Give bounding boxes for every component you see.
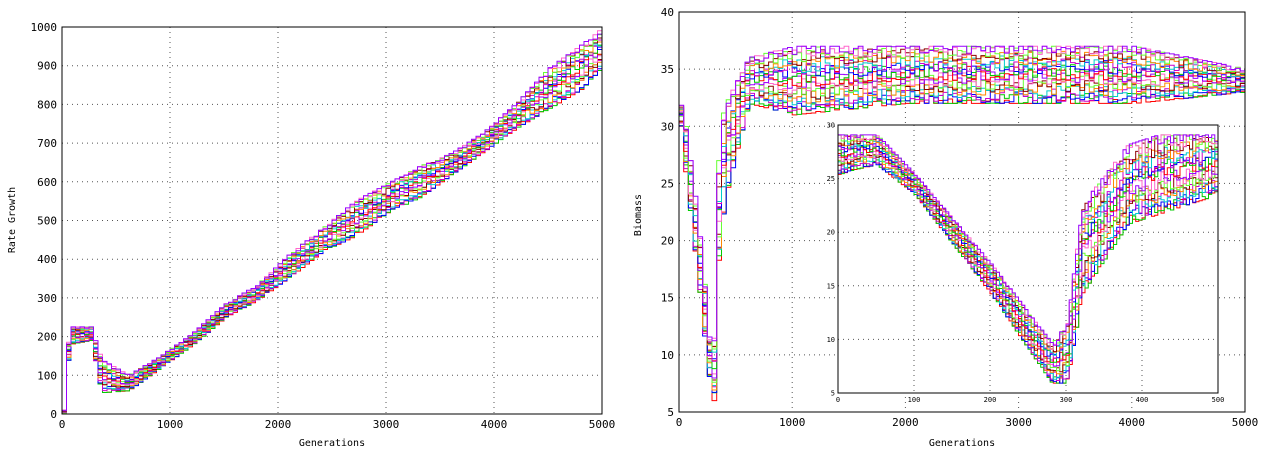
y-axis-label: Rate Growth (7, 187, 18, 253)
x-tick-label: 1000 (779, 416, 806, 429)
y-tick-label: 900 (37, 60, 57, 73)
y-tick-label: 15 (661, 292, 674, 305)
inset-frame (837, 124, 1219, 394)
y-tick-label: 500 (37, 215, 57, 228)
x-tick-label: 0 (836, 396, 840, 404)
y-tick-label: 300 (37, 292, 57, 305)
x-tick-label: 200 (984, 396, 997, 404)
y-tick-label: 20 (661, 235, 674, 248)
tick-labels: 0 1000 2000 3000 4000 5000 0 100 200 300 400 500 600… (31, 21, 616, 431)
series-line (62, 59, 603, 414)
x-axis-label: Generations (929, 438, 995, 449)
y-tick-label: 15 (827, 282, 835, 290)
x-tick-label: 3000 (1005, 416, 1032, 429)
y-tick-label: 30 (661, 120, 674, 133)
y-tick-label: 1000 (31, 21, 58, 34)
y-tick-label: 25 (661, 177, 674, 190)
x-tick-label: 300 (1060, 396, 1073, 404)
y-tick-label: 600 (37, 176, 57, 189)
y-tick-label: 10 (661, 349, 674, 362)
y-tick-label: 30 (827, 122, 835, 130)
x-tick-label: 5000 (589, 418, 616, 431)
x-axis-label: Generations (299, 438, 365, 449)
series-group (679, 45, 1246, 402)
y-tick-label: 400 (37, 253, 57, 266)
plot-frame (678, 11, 1246, 413)
x-tick-label: 2000 (892, 416, 919, 429)
series-group (62, 27, 603, 415)
x-tick-label: 100 (908, 396, 921, 404)
series-line (679, 56, 1246, 362)
y-tick-label: 20 (827, 229, 835, 237)
x-tick-label: 0 (676, 416, 683, 429)
y-tick-label: 800 (37, 98, 57, 111)
inset-chart: 0 100 200 300 400 500 5 10 15 20 25 30 (827, 122, 1225, 405)
series-line (838, 134, 1219, 346)
y-tick-label: 5 (667, 406, 674, 419)
x-tick-label: 0 (59, 418, 66, 431)
y-tick-label: 0 (50, 408, 57, 421)
x-tick-label: 1000 (157, 418, 184, 431)
y-tick-label: 10 (827, 336, 835, 344)
series-line (838, 140, 1219, 359)
y-tick-label: 5 (831, 390, 835, 398)
rate-growth-chart: 0 1000 2000 3000 4000 5000 0 100 200 300 400 500 600… (7, 21, 615, 449)
series-line (679, 45, 1246, 350)
y-axis-label: Biomass (633, 194, 644, 236)
y-tick-label: 25 (827, 175, 835, 183)
y-tick-label: 40 (661, 6, 674, 19)
series-line (679, 45, 1246, 342)
y-tick-label: 700 (37, 137, 57, 150)
inset-series-group (838, 134, 1219, 384)
y-tick-label: 100 (37, 369, 57, 382)
x-tick-label: 3000 (373, 418, 400, 431)
x-tick-label: 5000 (1232, 416, 1259, 429)
x-tick-label: 4000 (1119, 416, 1146, 429)
x-tick-label: 500 (1212, 396, 1225, 404)
series-line (679, 77, 1246, 381)
series-line (679, 65, 1246, 362)
x-tick-label: 2000 (265, 418, 292, 431)
series-line (62, 31, 603, 411)
y-tick-label: 35 (661, 63, 674, 76)
x-tick-label: 4000 (481, 418, 508, 431)
x-tick-label: 400 (1136, 396, 1149, 404)
inset-tick-labels: 0 100 200 300 400 500 5 10 15 20 25 30 (827, 122, 1225, 405)
y-tick-label: 200 (37, 331, 57, 344)
plot-frame (61, 26, 603, 415)
